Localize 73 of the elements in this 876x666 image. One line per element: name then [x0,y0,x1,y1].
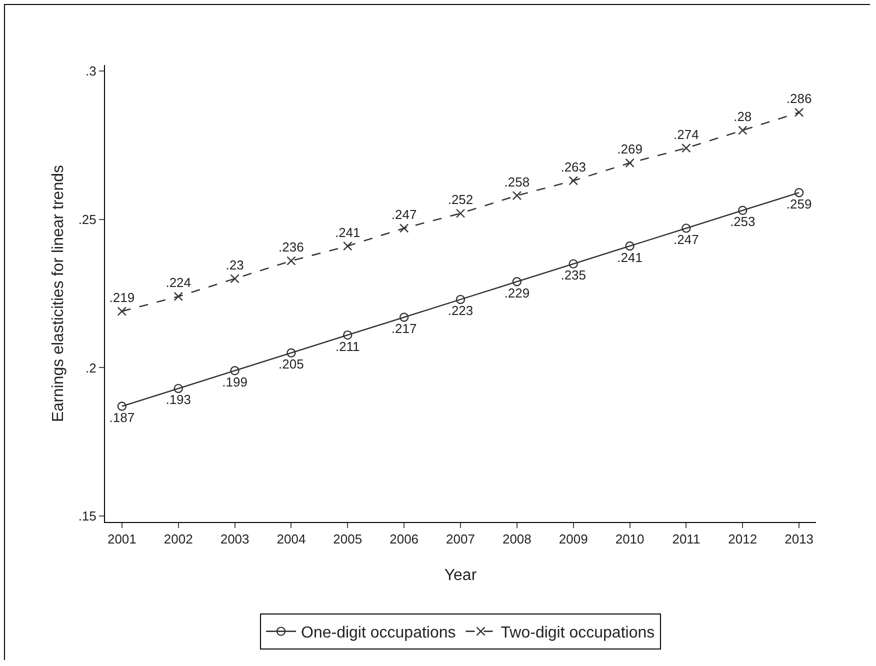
data-label: .28 [734,109,752,124]
point [174,384,183,394]
point [343,241,352,251]
x-axis-title: Year [444,567,478,584]
x-tick-label: 2007 [446,532,475,547]
data-label: .223 [448,303,474,318]
point [568,259,578,268]
data-label: .236 [278,240,304,255]
point [738,206,748,216]
point [343,330,352,340]
point [682,224,691,233]
x-tick-label: 2006 [390,532,419,547]
data-label: .241 [334,224,360,240]
data-label: .247 [391,206,417,222]
data-label: .224 [166,275,192,290]
point [625,241,634,251]
point [117,306,127,316]
point [568,176,578,186]
y-tick-label: .15 [78,508,96,524]
data-label: .263 [560,159,586,174]
point [174,292,183,302]
data-label: .259 [786,196,812,212]
point [456,208,466,218]
data-label: .269 [617,142,642,157]
point [625,158,634,168]
x-tick-label: 2001 [107,532,136,547]
x-tick-label: 2011 [672,532,700,547]
data-label: .247 [674,232,699,247]
data-label: .193 [166,392,192,408]
x-tick-label: 2004 [276,532,306,547]
point [738,126,748,135]
point [794,108,804,118]
point [399,224,409,233]
x-tick-label: 2005 [333,532,362,547]
y-tick-label: .2 [86,360,96,376]
legend-label: Two-digit occupations [500,624,655,642]
x-tick-label: 2009 [558,532,588,547]
point [512,277,522,286]
x-tick-label: 2003 [220,532,250,547]
point [117,402,127,411]
data-label: .23 [226,257,244,272]
data-label: .286 [786,91,812,106]
point [456,294,466,304]
data-label: .217 [391,320,417,336]
x-tick-label: 2002 [164,532,193,547]
data-label: .205 [278,356,304,372]
point [794,188,804,198]
data-label: .199 [222,374,248,390]
x-tick-label: 2008 [502,532,532,547]
data-label: .274 [674,126,699,142]
data-label: .258 [504,174,530,190]
data-label: .211 [335,338,360,354]
legend-label: One-digit occupations [301,624,456,642]
y-axis-title: Earnings elasticities for linear trends [50,164,67,422]
data-label: .241 [617,250,642,265]
y-tick-label: .25 [78,212,96,227]
point [286,348,296,358]
x-tick-label: 2013 [784,532,814,547]
point [512,190,522,200]
x-tick-label: 2010 [615,532,644,547]
data-label: .187 [109,410,135,426]
x-tick-label: 2012 [728,532,758,547]
point [399,312,409,322]
point [230,274,240,284]
point [682,143,691,153]
data-label: .235 [560,268,586,283]
point [230,366,240,376]
data-label: .229 [504,285,530,300]
data-label: .253 [730,214,756,230]
data-label: .252 [448,192,474,208]
y-tick-label: .3 [86,63,96,78]
data-label: .219 [109,290,135,306]
point [286,256,296,266]
